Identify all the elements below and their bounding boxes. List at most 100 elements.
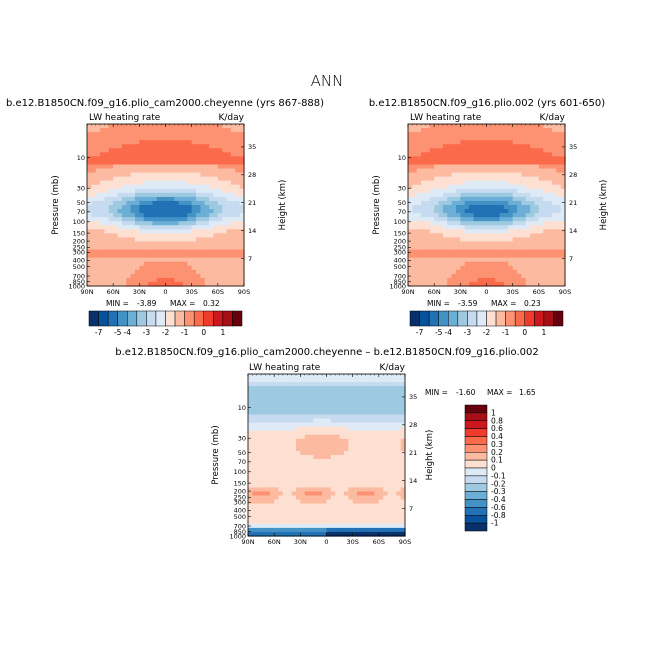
heatmap-cell (165, 229, 171, 234)
heatmap-cell (530, 124, 536, 129)
heatmap-cell (156, 237, 162, 243)
heatmap-cell (391, 455, 397, 460)
heatmap-cell (235, 237, 241, 243)
heatmap-cell (287, 398, 293, 403)
heatmap-cell (200, 184, 206, 190)
heatmap-cell (421, 124, 427, 129)
heatmap-cell (412, 213, 418, 218)
heatmap-cell (525, 281, 531, 287)
heatmap-cell (352, 434, 358, 440)
heatmap-cell (235, 132, 241, 137)
heatmap-cell (326, 402, 332, 407)
heatmap-cell (416, 176, 422, 182)
heatmap-cell (134, 261, 140, 267)
heatmap-cell (278, 459, 284, 464)
heatmap-cell (499, 281, 505, 287)
heatmap-cell (486, 184, 492, 190)
heatmap-cell (226, 148, 232, 153)
heatmap-cell (282, 414, 288, 420)
heatmap-cell (473, 269, 479, 275)
heatmap-cell (534, 124, 540, 129)
heatmap-cell (447, 156, 453, 162)
heatmap-cell (213, 144, 219, 149)
heatmap-cell (213, 241, 219, 247)
heatmap-cell (438, 144, 444, 149)
heatmap-cell (169, 148, 175, 153)
heatmap-cell (442, 152, 448, 157)
heatmap-cell (161, 241, 167, 247)
heatmap-cell (204, 176, 210, 182)
heatmap-cell (317, 495, 323, 501)
heatmap-cell (326, 531, 332, 537)
heatmap-cell (534, 217, 540, 222)
heatmap-cell (161, 132, 167, 137)
heatmap-cell (408, 176, 413, 182)
heatmap-cell (130, 221, 136, 226)
heatmap-cell (339, 507, 345, 513)
heatmap-cell (274, 430, 280, 436)
heatmap-cell (274, 475, 280, 480)
heatmap-cell (178, 253, 184, 259)
heatmap-cell (517, 209, 522, 214)
heatmap-cell (274, 422, 280, 428)
heatmap-cell (434, 144, 440, 149)
heatmap-cell (161, 225, 167, 230)
x-tick-label: 60S (533, 288, 545, 296)
heatmap-cell (348, 455, 354, 460)
heatmap-cell (235, 200, 241, 206)
heatmap-cell (469, 188, 475, 194)
heatmap-cell (265, 487, 271, 493)
heatmap-cell (370, 418, 376, 424)
heatmap-cell (534, 184, 540, 190)
heatmap-cell (287, 390, 293, 395)
heatmap-cell (447, 245, 453, 251)
heatmap-cell (239, 241, 245, 247)
heatmap-cell (560, 269, 566, 275)
heatmap-cell (252, 398, 258, 403)
heatmap-cell (412, 160, 418, 166)
colorbar-label: -2 (483, 328, 491, 337)
heatmap-cell (148, 200, 154, 206)
heatmap-cell (309, 382, 315, 387)
heatmap-cell (256, 459, 262, 464)
heatmap-cell (217, 140, 223, 145)
heatmap-cell (196, 273, 201, 279)
heatmap-cell (335, 394, 341, 399)
heatmap-cell (425, 128, 431, 133)
heatmap-cell (451, 152, 457, 157)
heatmap-cell (383, 527, 389, 533)
heatmap-cell (217, 168, 223, 174)
heatmap-cell (425, 257, 431, 263)
heatmap-cell (139, 124, 145, 129)
heatmap-cell (556, 229, 562, 234)
heatmap-cell (348, 422, 354, 428)
heatmap-cell (434, 277, 440, 283)
heatmap-cell (495, 164, 501, 170)
heatmap-cell (530, 192, 536, 198)
heatmap-cell (143, 140, 149, 145)
heatmap-cell (330, 479, 336, 484)
heatmap-cell (139, 188, 145, 194)
heatmap-cell (196, 253, 201, 259)
heatmap-cell (361, 406, 367, 412)
heatmap-cell (204, 164, 210, 170)
heatmap-cell (309, 507, 315, 513)
heatmap-cell (209, 128, 215, 133)
heatmap-cell (295, 531, 301, 537)
heatmap-cell (352, 479, 358, 484)
heatmap-cell (499, 209, 505, 214)
heatmap-cell (442, 229, 448, 234)
heatmap-cell (412, 140, 418, 145)
heatmap-cell (560, 144, 566, 149)
heatmap-cell (287, 450, 293, 456)
heatmap-cell (95, 205, 101, 210)
heatmap-cell (469, 221, 475, 226)
heatmap-cell (200, 237, 206, 243)
heatmap-cell (560, 225, 566, 230)
heatmap-cell (512, 136, 518, 141)
heatmap-cell (291, 479, 297, 484)
heatmap-cell (499, 233, 505, 238)
heatmap-cell (278, 402, 284, 407)
heatmap-cell (391, 495, 397, 501)
heatmap-cell (104, 253, 110, 259)
